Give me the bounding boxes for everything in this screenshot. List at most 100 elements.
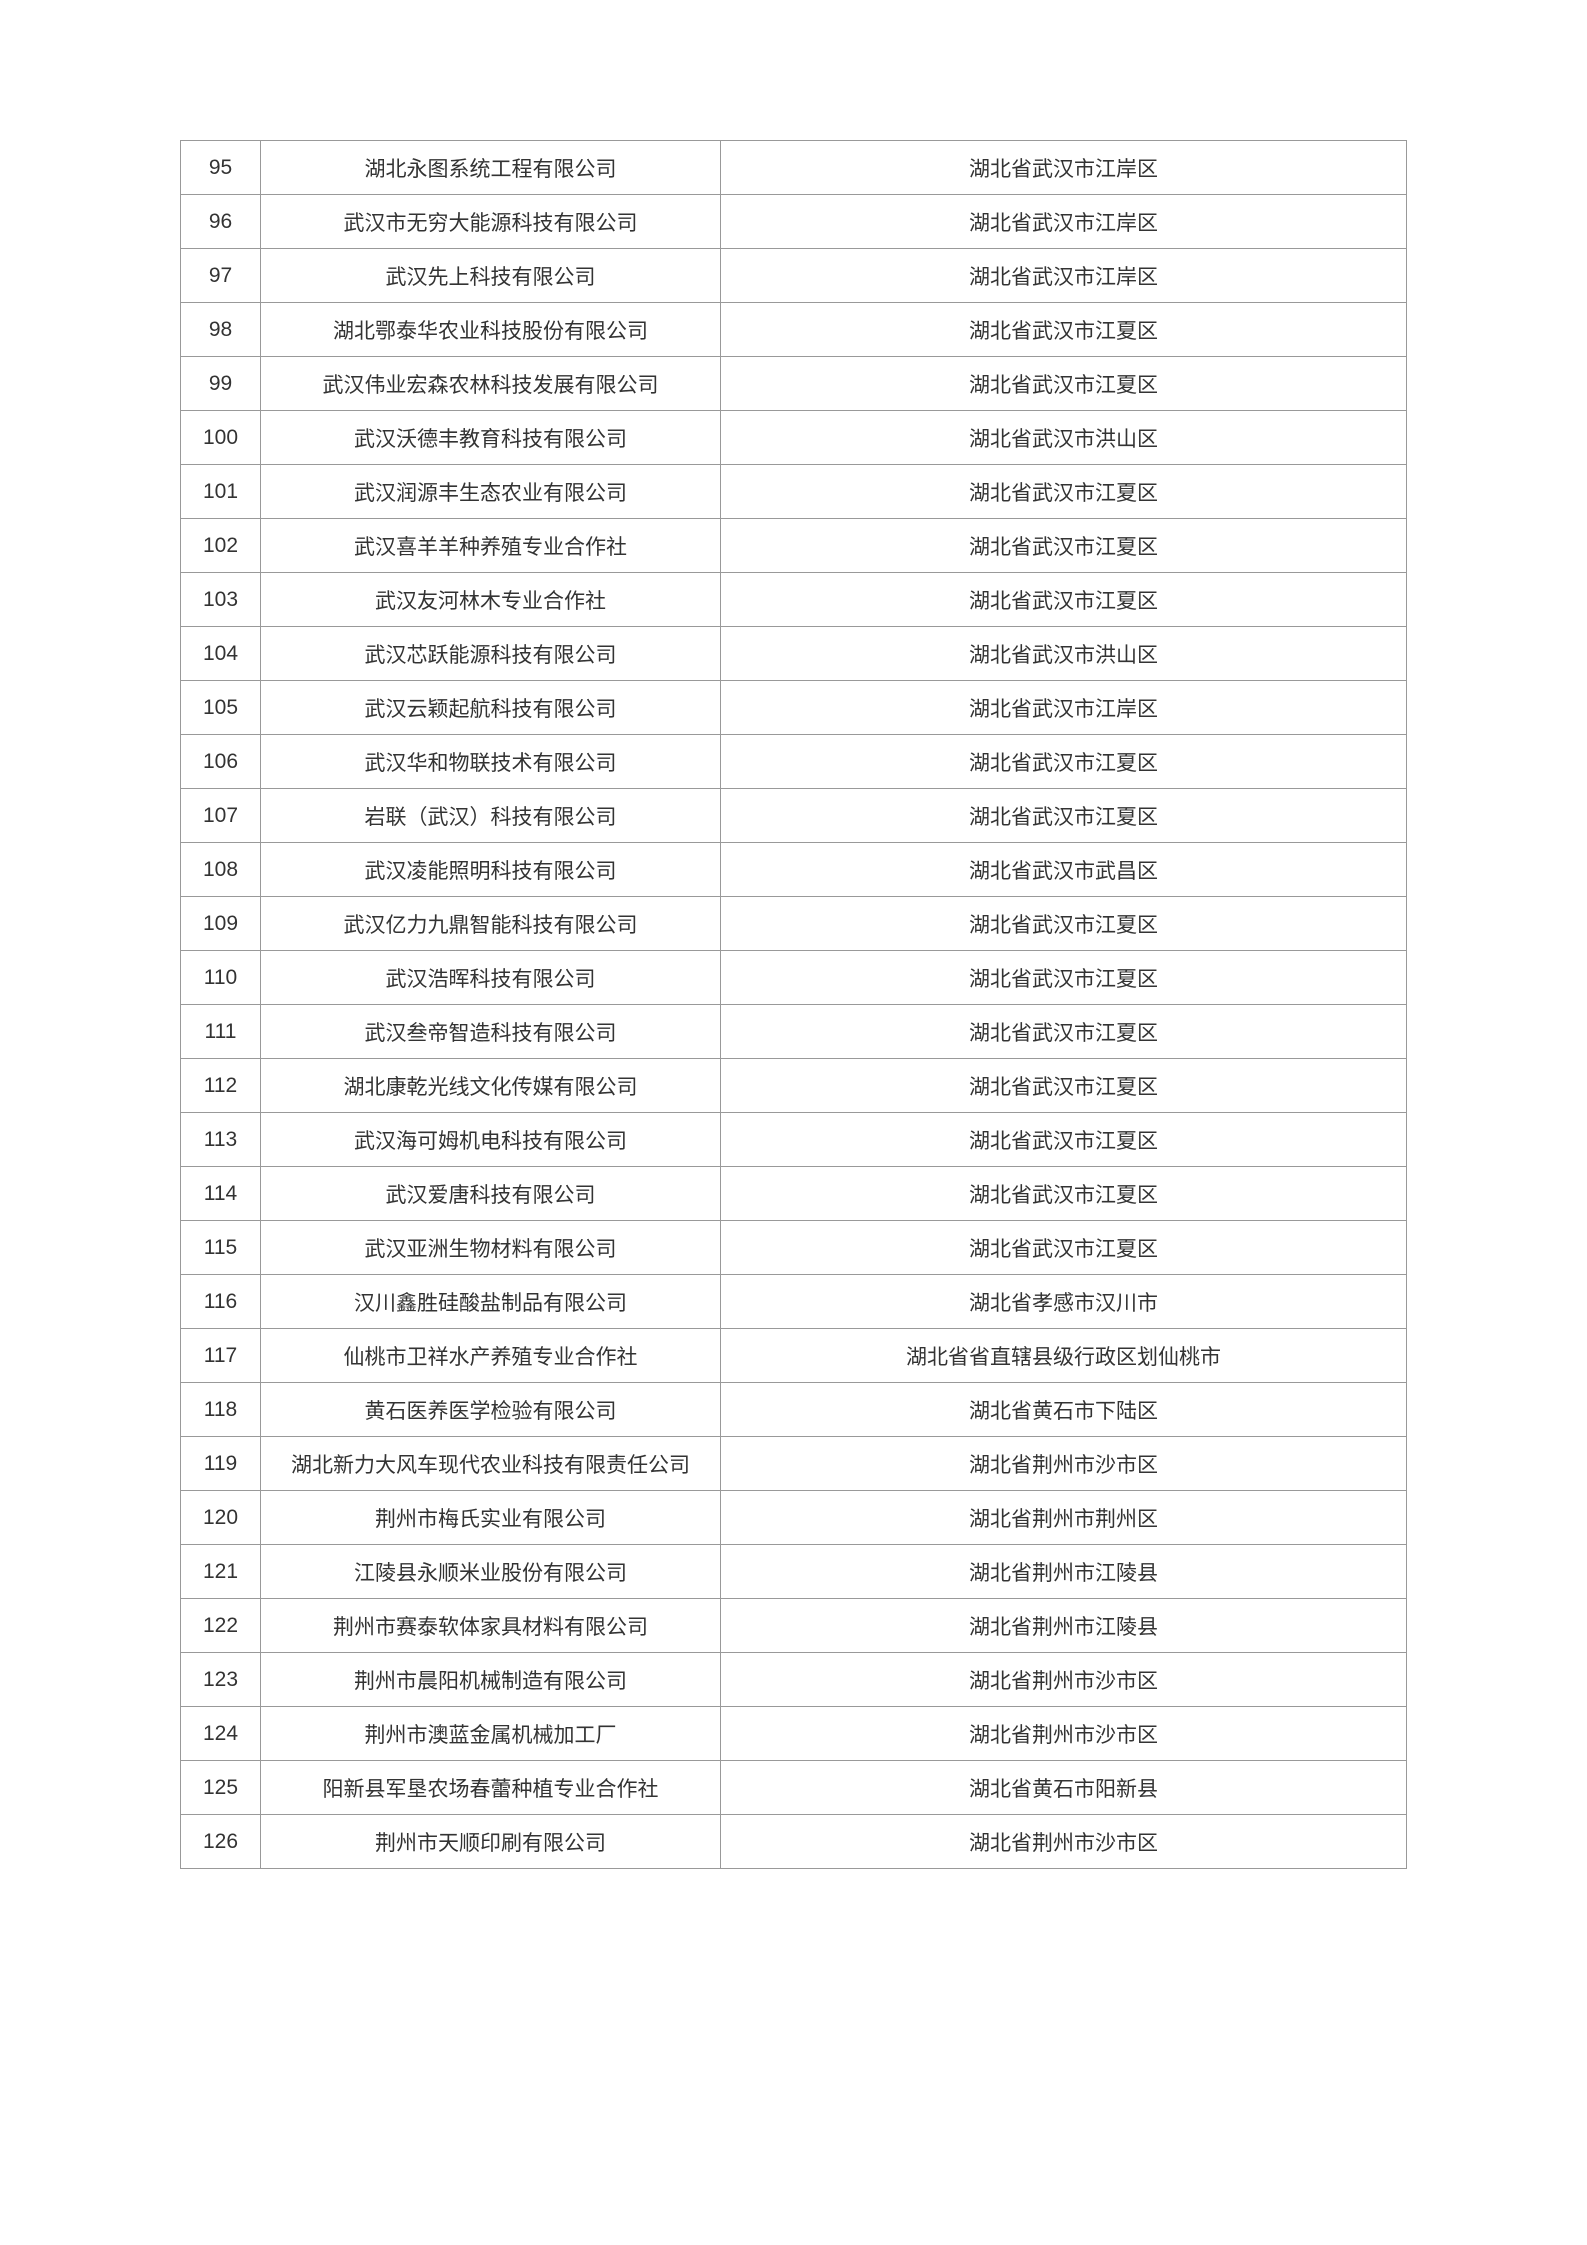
company-name: 武汉叁帝智造科技有限公司 bbox=[261, 1005, 721, 1059]
row-number: 108 bbox=[181, 843, 261, 897]
company-name: 湖北康乾光线文化传媒有限公司 bbox=[261, 1059, 721, 1113]
company-name: 荆州市赛泰软体家具材料有限公司 bbox=[261, 1599, 721, 1653]
company-name: 武汉亚洲生物材料有限公司 bbox=[261, 1221, 721, 1275]
row-number: 97 bbox=[181, 249, 261, 303]
company-location: 湖北省荆州市沙市区 bbox=[721, 1815, 1407, 1869]
row-number: 113 bbox=[181, 1113, 261, 1167]
company-location: 湖北省武汉市江夏区 bbox=[721, 573, 1407, 627]
row-number: 115 bbox=[181, 1221, 261, 1275]
company-name: 湖北鄂泰华农业科技股份有限公司 bbox=[261, 303, 721, 357]
table-row: 112湖北康乾光线文化传媒有限公司湖北省武汉市江夏区 bbox=[181, 1059, 1407, 1113]
row-number: 102 bbox=[181, 519, 261, 573]
company-name: 武汉市无穷大能源科技有限公司 bbox=[261, 195, 721, 249]
company-location: 湖北省孝感市汉川市 bbox=[721, 1275, 1407, 1329]
row-number: 126 bbox=[181, 1815, 261, 1869]
company-location: 湖北省省直辖县级行政区划仙桃市 bbox=[721, 1329, 1407, 1383]
company-location: 湖北省武汉市江岸区 bbox=[721, 195, 1407, 249]
company-location: 湖北省武汉市江夏区 bbox=[721, 1167, 1407, 1221]
company-location: 湖北省武汉市江夏区 bbox=[721, 1113, 1407, 1167]
row-number: 111 bbox=[181, 1005, 261, 1059]
table-row: 100武汉沃德丰教育科技有限公司湖北省武汉市洪山区 bbox=[181, 411, 1407, 465]
row-number: 119 bbox=[181, 1437, 261, 1491]
company-name: 武汉亿力九鼎智能科技有限公司 bbox=[261, 897, 721, 951]
table-body: 95湖北永图系统工程有限公司湖北省武汉市江岸区96武汉市无穷大能源科技有限公司湖… bbox=[181, 141, 1407, 1869]
company-location: 湖北省武汉市江夏区 bbox=[721, 1221, 1407, 1275]
row-number: 122 bbox=[181, 1599, 261, 1653]
table-row: 126荆州市天顺印刷有限公司湖北省荆州市沙市区 bbox=[181, 1815, 1407, 1869]
company-name: 武汉云颖起航科技有限公司 bbox=[261, 681, 721, 735]
company-name: 荆州市梅氏实业有限公司 bbox=[261, 1491, 721, 1545]
company-name: 武汉先上科技有限公司 bbox=[261, 249, 721, 303]
company-location: 湖北省武汉市江夏区 bbox=[721, 951, 1407, 1005]
row-number: 123 bbox=[181, 1653, 261, 1707]
table-row: 106武汉华和物联技术有限公司湖北省武汉市江夏区 bbox=[181, 735, 1407, 789]
company-name: 武汉浩晖科技有限公司 bbox=[261, 951, 721, 1005]
company-name: 荆州市晨阳机械制造有限公司 bbox=[261, 1653, 721, 1707]
table-row: 108武汉凌能照明科技有限公司湖北省武汉市武昌区 bbox=[181, 843, 1407, 897]
company-name: 武汉凌能照明科技有限公司 bbox=[261, 843, 721, 897]
table-row: 124荆州市澳蓝金属机械加工厂湖北省荆州市沙市区 bbox=[181, 1707, 1407, 1761]
company-name: 武汉沃德丰教育科技有限公司 bbox=[261, 411, 721, 465]
table-row: 117仙桃市卫祥水产养殖专业合作社湖北省省直辖县级行政区划仙桃市 bbox=[181, 1329, 1407, 1383]
row-number: 125 bbox=[181, 1761, 261, 1815]
company-name: 荆州市天顺印刷有限公司 bbox=[261, 1815, 721, 1869]
company-location: 湖北省武汉市江岸区 bbox=[721, 141, 1407, 195]
table-row: 97武汉先上科技有限公司湖北省武汉市江岸区 bbox=[181, 249, 1407, 303]
table-row: 105武汉云颖起航科技有限公司湖北省武汉市江岸区 bbox=[181, 681, 1407, 735]
row-number: 99 bbox=[181, 357, 261, 411]
company-location: 湖北省荆州市沙市区 bbox=[721, 1707, 1407, 1761]
company-location: 湖北省黄石市阳新县 bbox=[721, 1761, 1407, 1815]
company-name: 仙桃市卫祥水产养殖专业合作社 bbox=[261, 1329, 721, 1383]
company-name: 湖北永图系统工程有限公司 bbox=[261, 141, 721, 195]
row-number: 106 bbox=[181, 735, 261, 789]
company-name: 汉川鑫胜硅酸盐制品有限公司 bbox=[261, 1275, 721, 1329]
company-name: 岩联（武汉）科技有限公司 bbox=[261, 789, 721, 843]
company-name: 武汉爱唐科技有限公司 bbox=[261, 1167, 721, 1221]
company-name: 武汉华和物联技术有限公司 bbox=[261, 735, 721, 789]
table-row: 107岩联（武汉）科技有限公司湖北省武汉市江夏区 bbox=[181, 789, 1407, 843]
row-number: 109 bbox=[181, 897, 261, 951]
company-name: 黄石医养医学检验有限公司 bbox=[261, 1383, 721, 1437]
table-row: 118黄石医养医学检验有限公司湖北省黄石市下陆区 bbox=[181, 1383, 1407, 1437]
company-name: 江陵县永顺米业股份有限公司 bbox=[261, 1545, 721, 1599]
table-row: 114武汉爱唐科技有限公司湖北省武汉市江夏区 bbox=[181, 1167, 1407, 1221]
row-number: 107 bbox=[181, 789, 261, 843]
table-row: 98湖北鄂泰华农业科技股份有限公司湖北省武汉市江夏区 bbox=[181, 303, 1407, 357]
row-number: 114 bbox=[181, 1167, 261, 1221]
company-name: 武汉润源丰生态农业有限公司 bbox=[261, 465, 721, 519]
company-location: 湖北省武汉市江夏区 bbox=[721, 465, 1407, 519]
company-location: 湖北省黄石市下陆区 bbox=[721, 1383, 1407, 1437]
row-number: 96 bbox=[181, 195, 261, 249]
company-location: 湖北省荆州市沙市区 bbox=[721, 1653, 1407, 1707]
row-number: 124 bbox=[181, 1707, 261, 1761]
row-number: 100 bbox=[181, 411, 261, 465]
company-location: 湖北省武汉市江夏区 bbox=[721, 897, 1407, 951]
table-row: 109武汉亿力九鼎智能科技有限公司湖北省武汉市江夏区 bbox=[181, 897, 1407, 951]
company-name: 武汉友河林木专业合作社 bbox=[261, 573, 721, 627]
table-row: 123荆州市晨阳机械制造有限公司湖北省荆州市沙市区 bbox=[181, 1653, 1407, 1707]
company-location: 湖北省武汉市武昌区 bbox=[721, 843, 1407, 897]
table-row: 121江陵县永顺米业股份有限公司湖北省荆州市江陵县 bbox=[181, 1545, 1407, 1599]
company-name: 荆州市澳蓝金属机械加工厂 bbox=[261, 1707, 721, 1761]
row-number: 116 bbox=[181, 1275, 261, 1329]
company-location: 湖北省荆州市荆州区 bbox=[721, 1491, 1407, 1545]
row-number: 105 bbox=[181, 681, 261, 735]
table-row: 122荆州市赛泰软体家具材料有限公司湖北省荆州市江陵县 bbox=[181, 1599, 1407, 1653]
table-row: 95湖北永图系统工程有限公司湖北省武汉市江岸区 bbox=[181, 141, 1407, 195]
table-row: 113武汉海可姆机电科技有限公司湖北省武汉市江夏区 bbox=[181, 1113, 1407, 1167]
table-row: 116汉川鑫胜硅酸盐制品有限公司湖北省孝感市汉川市 bbox=[181, 1275, 1407, 1329]
table-row: 125阳新县军垦农场春蕾种植专业合作社湖北省黄石市阳新县 bbox=[181, 1761, 1407, 1815]
company-location: 湖北省武汉市江夏区 bbox=[721, 735, 1407, 789]
row-number: 118 bbox=[181, 1383, 261, 1437]
company-location: 湖北省武汉市江岸区 bbox=[721, 249, 1407, 303]
table-row: 111武汉叁帝智造科技有限公司湖北省武汉市江夏区 bbox=[181, 1005, 1407, 1059]
company-name: 武汉喜羊羊种养殖专业合作社 bbox=[261, 519, 721, 573]
company-location: 湖北省武汉市洪山区 bbox=[721, 627, 1407, 681]
table-row: 99武汉伟业宏森农林科技发展有限公司湖北省武汉市江夏区 bbox=[181, 357, 1407, 411]
table-row: 103武汉友河林木专业合作社湖北省武汉市江夏区 bbox=[181, 573, 1407, 627]
row-number: 104 bbox=[181, 627, 261, 681]
table-row: 115武汉亚洲生物材料有限公司湖北省武汉市江夏区 bbox=[181, 1221, 1407, 1275]
company-location: 湖北省武汉市江夏区 bbox=[721, 1005, 1407, 1059]
company-location: 湖北省武汉市江夏区 bbox=[721, 357, 1407, 411]
company-location: 湖北省荆州市江陵县 bbox=[721, 1599, 1407, 1653]
